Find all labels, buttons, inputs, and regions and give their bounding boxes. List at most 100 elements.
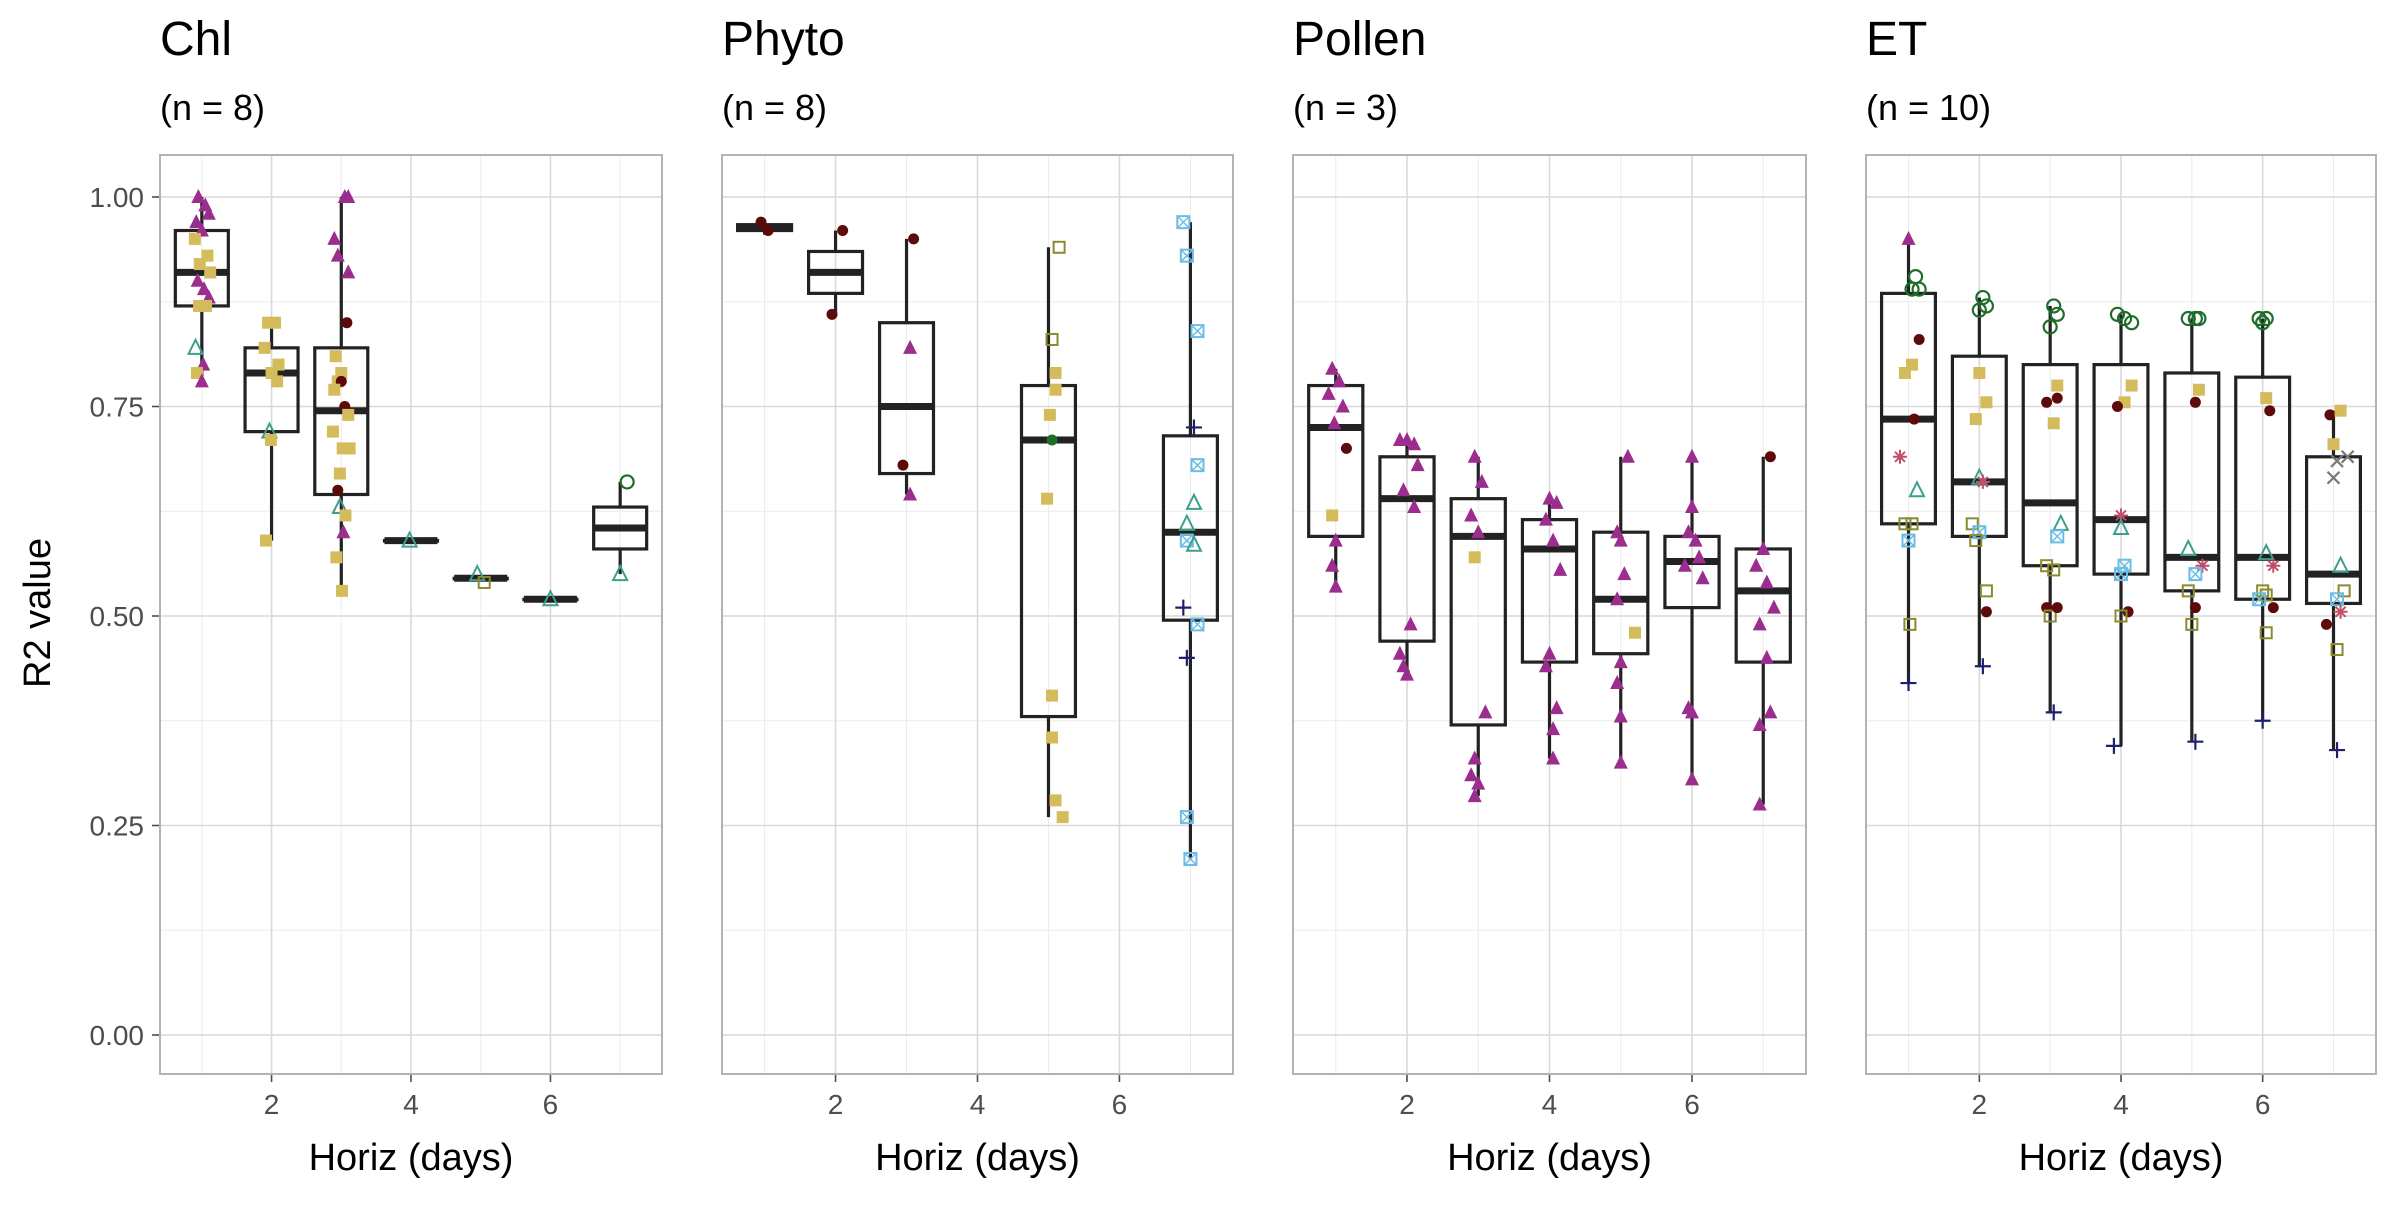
panel-title: Chl <box>160 13 232 66</box>
data-point <box>1692 549 1707 564</box>
data-point <box>1328 532 1343 547</box>
data-point <box>190 272 205 287</box>
data-point <box>2330 592 2345 607</box>
data-point <box>1340 442 1352 454</box>
data-point <box>1898 517 1912 531</box>
data-point <box>1407 499 1422 514</box>
data-point <box>264 434 277 447</box>
data-point <box>1549 494 1564 509</box>
data-point <box>1183 852 1198 867</box>
data-point <box>1613 708 1628 723</box>
box-6 <box>2234 318 2292 721</box>
data-point <box>2259 588 2273 602</box>
data-point <box>1617 566 1632 581</box>
data-point <box>2191 310 2207 327</box>
data-point <box>2260 392 2273 405</box>
data-point <box>1908 413 1920 425</box>
marker-cross <box>1183 852 1197 866</box>
data-point <box>2258 310 2274 327</box>
data-point <box>1610 675 1625 690</box>
data-point <box>2264 405 2276 417</box>
x-tick-label: 6 <box>1684 1089 1700 1120</box>
data-point <box>2050 529 2065 544</box>
data-point <box>1190 324 1205 339</box>
data-point <box>1321 385 1336 400</box>
x-axis-title: Horiz (days) <box>2019 1137 2224 1179</box>
data-point <box>1974 658 1991 675</box>
data-point <box>1629 626 1641 639</box>
data-point <box>1468 551 1481 564</box>
data-point <box>1620 448 1635 463</box>
marker-cross <box>1180 810 1194 824</box>
data-point <box>1464 767 1479 782</box>
marker-cross <box>1972 525 1986 539</box>
data-point <box>2046 298 2062 314</box>
data-point <box>2329 742 2346 759</box>
data-point <box>1893 449 1907 464</box>
data-point <box>1905 517 1919 531</box>
data-point <box>1752 796 1767 811</box>
marker-box <box>2117 558 2132 573</box>
data-point <box>2122 606 2134 618</box>
box-4 <box>382 537 440 545</box>
marker-cross <box>1180 249 1194 263</box>
data-point <box>1752 616 1767 631</box>
data-point <box>1179 248 1194 263</box>
data-point <box>541 589 560 607</box>
data-point <box>2255 315 2271 331</box>
data-point <box>1756 540 1771 555</box>
panel-title: Phyto <box>722 13 845 66</box>
data-point <box>200 299 213 312</box>
data-point <box>1403 616 1418 631</box>
data-point <box>1178 513 1196 531</box>
data-point <box>1049 383 1062 396</box>
data-point <box>1467 788 1482 803</box>
data-point <box>1467 448 1482 463</box>
data-point <box>191 189 206 203</box>
box-7 <box>592 481 649 575</box>
data-point <box>1400 666 1414 681</box>
data-point <box>1185 534 1203 552</box>
data-point <box>2188 567 2203 582</box>
data-point <box>2259 626 2273 640</box>
data-point <box>2331 555 2350 573</box>
data-point <box>1752 716 1767 731</box>
data-point <box>1049 366 1062 379</box>
facet-panels: Chl (n = 8) 0.00 0.25 0.50 0.75 1.00 2 4 6 Horiz (… <box>90 13 2377 1179</box>
data-point <box>1553 561 1568 576</box>
marker-box <box>2050 529 2065 544</box>
data-point <box>1749 557 1764 572</box>
data-point <box>903 486 918 501</box>
x-tick-label: 2 <box>1972 1089 1988 1120</box>
y-axis-title: R2 value <box>17 538 59 688</box>
data-point <box>1685 448 1699 463</box>
data-point <box>2117 558 2132 573</box>
data-point <box>2112 517 2130 536</box>
box-6 <box>522 595 579 603</box>
box-iqr <box>1161 434 1219 622</box>
facet-panel-phyto: Phyto (n = 8) 2 4 6 Horiz (days) <box>721 13 1234 1179</box>
marker-cross <box>2188 567 2202 581</box>
data-point <box>2040 559 2054 573</box>
x-tick-label: 6 <box>2255 1089 2271 1120</box>
panel-title: ET <box>1866 13 1927 66</box>
data-point <box>1973 366 1986 379</box>
data-point <box>1979 584 1993 598</box>
data-point <box>339 509 352 522</box>
data-point <box>477 575 491 589</box>
data-point <box>1972 525 1987 540</box>
data-point <box>2049 306 2065 322</box>
x-axis-title: Horiz (days) <box>875 1137 1080 1179</box>
marker-cross <box>1176 215 1190 229</box>
data-point <box>2189 396 2201 408</box>
data-point <box>329 350 342 363</box>
data-point <box>1907 269 1924 285</box>
data-point <box>2189 602 2201 614</box>
panel-border <box>1292 154 1807 1075</box>
data-point <box>1759 649 1774 664</box>
data-point <box>2266 558 2281 573</box>
panel-subtitle: (n = 10) <box>1866 87 1991 128</box>
box-iqr <box>2021 363 2079 568</box>
marker-cross <box>1190 458 1205 472</box>
